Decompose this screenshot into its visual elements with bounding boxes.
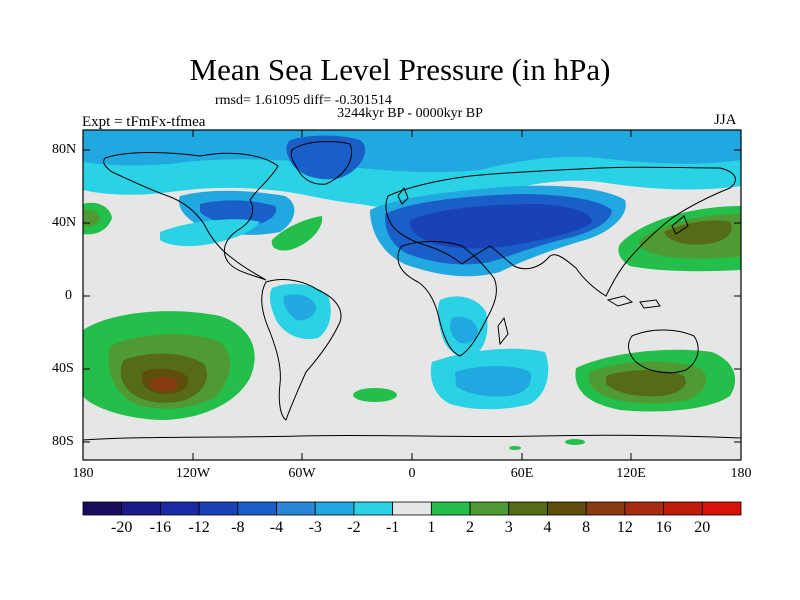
map-title: Mean Sea Level Pressure (in hPa) — [189, 52, 611, 87]
lon-label-120w: 120W — [175, 466, 211, 481]
pressure-fields — [83, 130, 741, 450]
indian-south-spot — [565, 439, 585, 445]
colorbar — [82, 501, 742, 516]
colorbar-swatch — [508, 501, 548, 516]
colorbar-swatch — [547, 501, 587, 516]
colorbar-swatch — [624, 501, 664, 516]
indian-low-core — [455, 366, 532, 397]
colorbar-swatch — [121, 501, 161, 516]
africa-low-core — [450, 316, 478, 344]
lat-label-40s: 40S — [52, 361, 74, 376]
colorbar-swatch — [82, 501, 123, 516]
africa-coast — [397, 241, 497, 357]
colorbar-swatch — [353, 501, 394, 516]
period-text: 3244kyr BP - 0000kyr BP — [337, 106, 483, 121]
indian-south-spot-2 — [509, 446, 521, 450]
atlantic-cyan — [160, 219, 260, 247]
colorbar-swatch — [314, 501, 355, 516]
season-label: JJA — [714, 112, 737, 128]
antarctica-coast — [82, 434, 742, 441]
japan-coast — [671, 215, 689, 235]
lon-label-60w: 60W — [288, 466, 316, 481]
colorbar-swatch — [469, 501, 510, 516]
lat-label-40n: 40N — [52, 215, 77, 230]
colorbar-label: -1 — [385, 519, 400, 536]
south-indian-high-3 — [606, 370, 686, 397]
lon-label-120e: 120E — [616, 466, 646, 481]
colorbar-swatch — [701, 501, 742, 516]
colorbar-label: -16 — [149, 519, 172, 536]
north-pacific-high-3 — [664, 220, 732, 245]
colorbar-swatch — [198, 501, 239, 516]
colorbar-label: 4 — [543, 519, 552, 536]
uk-coast — [397, 186, 409, 205]
colorbar-label: 1 — [427, 519, 436, 536]
samerica-low-core — [283, 294, 316, 321]
lon-label-60e: 60E — [510, 466, 534, 481]
eurasia-low-core — [409, 204, 592, 249]
atlantic-high — [271, 216, 323, 251]
colorbar-swatch — [160, 501, 200, 516]
colorbar-swatch — [663, 501, 703, 516]
lon-label-180e: 180 — [730, 466, 752, 481]
colorbar-label: -3 — [308, 519, 322, 536]
eurasia-coast — [385, 166, 736, 297]
colorbar-label: 3 — [504, 519, 513, 536]
north-america-coast — [103, 152, 279, 281]
south-america-coast — [261, 279, 342, 421]
indonesia-coast — [606, 295, 661, 309]
colorbar-label: 8 — [582, 519, 591, 536]
greenland-coast — [290, 141, 352, 185]
atlantic-south-spot — [353, 388, 397, 402]
experiment-label: Expt = tFmFx-tfmea — [82, 114, 206, 130]
colorbar-label: 16 — [655, 519, 672, 536]
greenland-low — [286, 135, 366, 180]
south-pacific-high-core — [150, 377, 178, 391]
colorbar-swatch — [392, 501, 432, 516]
colorbar-label: -2 — [347, 519, 361, 536]
colorbar-label: -12 — [188, 519, 210, 536]
arctic-mid-low — [83, 130, 741, 173]
colorbar-swatch — [237, 501, 277, 516]
madagascar-coast — [497, 316, 509, 346]
australia-coast — [628, 329, 699, 374]
colorbar-swatch — [585, 501, 626, 516]
lat-label-80n: 80N — [52, 142, 77, 157]
colorbar-label: -8 — [231, 519, 245, 536]
west-atlantic-high-core — [83, 209, 100, 227]
lat-label-80s: 80S — [52, 434, 74, 449]
lon-label-180w: 180 — [72, 466, 94, 481]
stats-text: rmsd= 1.61095 diff= -0.301514 — [215, 93, 392, 108]
colorbar-label: 20 — [694, 519, 711, 536]
coastlines — [82, 141, 742, 441]
lon-label-0: 0 — [408, 466, 416, 481]
colorbar-label: 12 — [616, 519, 633, 536]
colorbar-label: -4 — [269, 519, 284, 536]
colorbar-label: -20 — [111, 519, 133, 536]
colorbar-label: 2 — [466, 519, 475, 536]
colorbar-swatch — [276, 501, 316, 516]
lat-label-0: 0 — [65, 288, 72, 303]
colorbar-swatch — [430, 501, 471, 516]
axis-ticks — [82, 130, 742, 460]
namerica-low-core — [200, 200, 277, 226]
